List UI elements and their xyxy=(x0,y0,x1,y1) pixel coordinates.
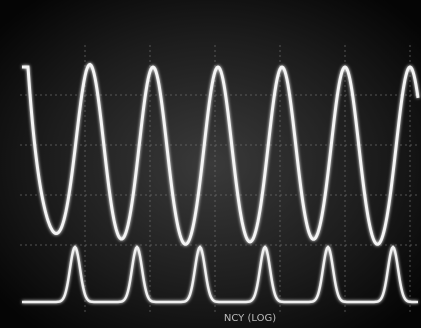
marker-trace xyxy=(22,245,418,304)
caption: NCY (LOG) xyxy=(224,313,276,324)
response-trace xyxy=(22,62,420,246)
